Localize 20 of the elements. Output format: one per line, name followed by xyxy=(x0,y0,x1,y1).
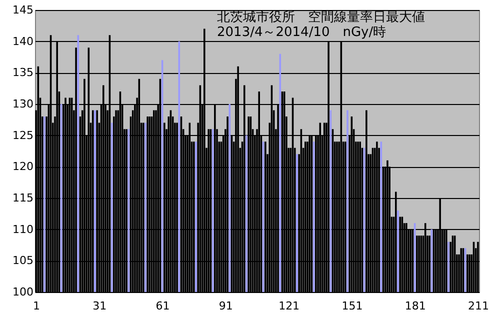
x-tick-label: 91 xyxy=(218,300,233,312)
text: 2013/4～2014/10 nGy/時 xyxy=(217,25,386,40)
y-tick-label: 110 xyxy=(12,222,34,236)
y-tick-label: 120 xyxy=(12,160,34,174)
x-tick-label: 181 xyxy=(404,300,426,312)
y-tick-label: 145 xyxy=(12,4,34,16)
x-tick-label: 1 xyxy=(33,300,40,312)
y-tick-label: 115 xyxy=(12,192,34,204)
y-tick-label: 105 xyxy=(12,254,34,268)
x-tick-label: 121 xyxy=(278,300,300,312)
y-tick-label: 100 xyxy=(12,286,34,298)
y-tick-label: 125 xyxy=(12,128,34,142)
x-tick-label: 61 xyxy=(156,300,170,312)
x-tick-label: 151 xyxy=(342,300,363,312)
x-tick-label: 31 xyxy=(92,300,107,312)
y-tick-label: 135 xyxy=(12,66,34,80)
y-tick-label: 140 xyxy=(12,34,34,48)
chart-title: 北茨城市役所 空間線量率日最大値 xyxy=(217,9,425,25)
x-tick-label: 211 xyxy=(468,300,489,312)
y-tick-label: 130 xyxy=(12,98,34,110)
